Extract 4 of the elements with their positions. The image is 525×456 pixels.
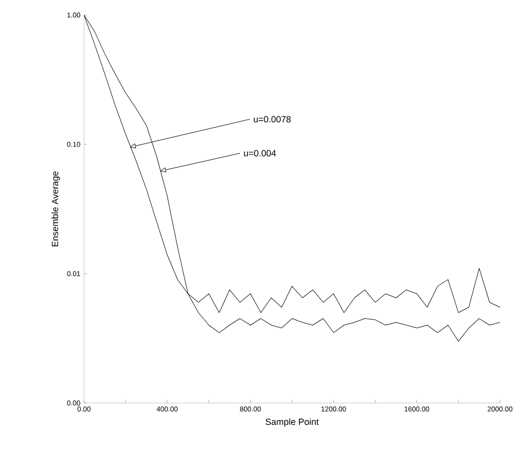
x-axis-title: Sample Point [266,418,319,427]
annotation: u=0.0078 [254,116,291,122]
annotation: u=0.004 [244,150,276,156]
y-axis-title: Ensemble Average [52,171,60,246]
